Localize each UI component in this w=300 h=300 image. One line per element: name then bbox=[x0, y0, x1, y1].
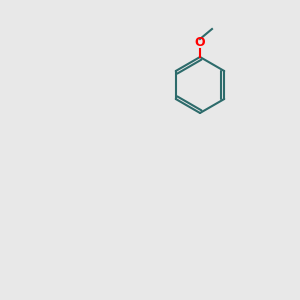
Text: O: O bbox=[195, 37, 205, 50]
